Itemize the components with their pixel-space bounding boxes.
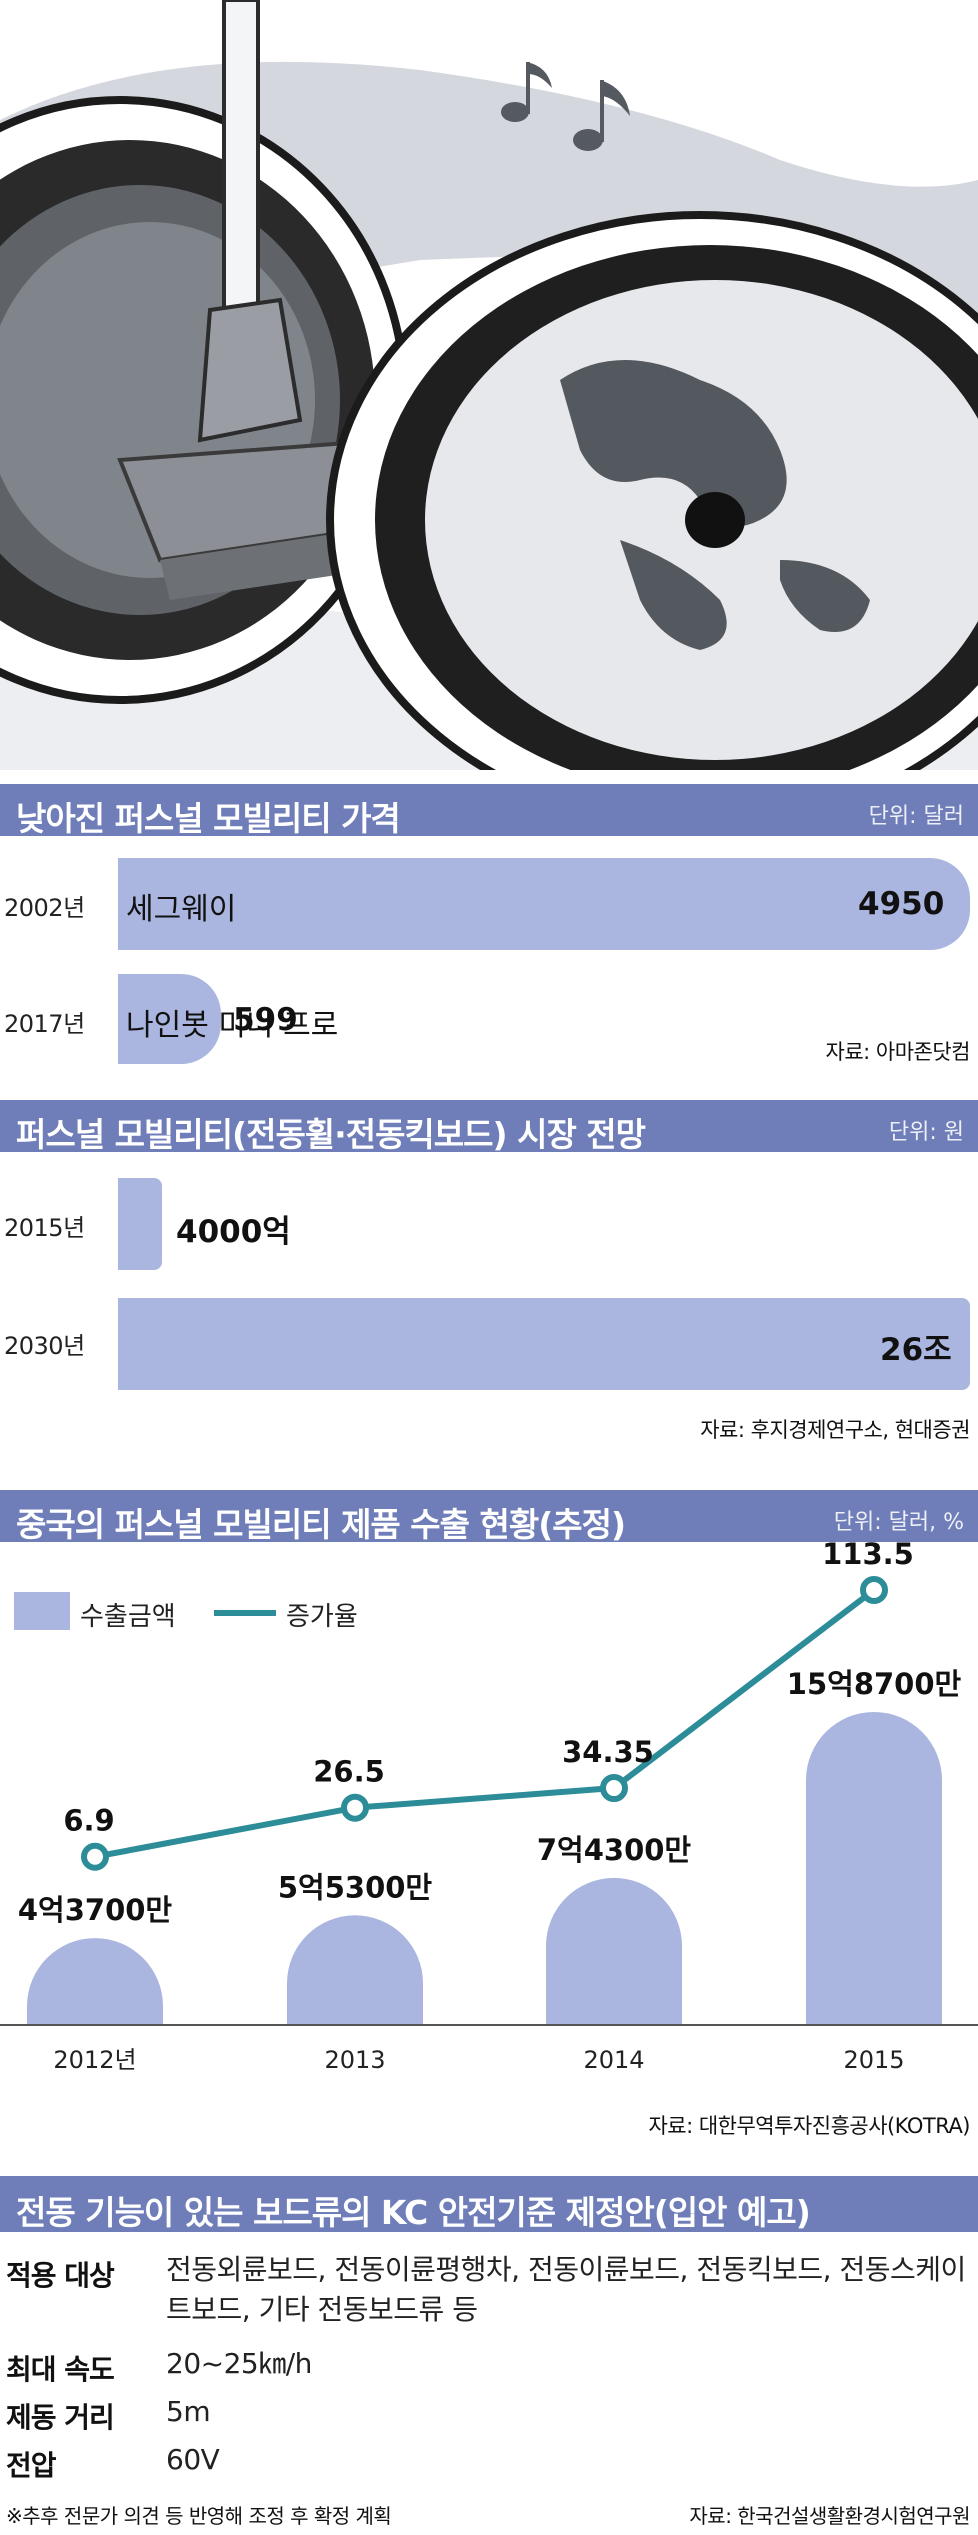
legend-bar-swatch xyxy=(14,1592,70,1630)
kc-key: 제동 거리 xyxy=(6,2401,115,2434)
price-bar-name: 세그웨이 xyxy=(126,892,237,927)
kc-section-title: 전동 기능이 있는 보드류의 KC 안전기준 제정안(입안 예고) xyxy=(16,2193,811,2232)
export-category-label: 2012년 xyxy=(53,2046,136,2074)
price-section-unit: 단위: 달러 xyxy=(868,804,964,829)
legend-line-swatch xyxy=(214,1610,276,1616)
market-section-unit: 단위: 원 xyxy=(888,1120,964,1145)
kc-value: 5m xyxy=(166,2395,211,2428)
export-rate-line xyxy=(94,1587,876,1860)
export-rate-label: 26.5 xyxy=(313,1755,385,1789)
export-section-header: 중국의 퍼스널 모빌리티 제품 수출 현황(추정) 단위: 달러, % xyxy=(0,1490,978,1544)
market-bar-2030 xyxy=(118,1298,970,1390)
kc-value: 전동외륜보드, 전동이륜평행차, 전동이륜보드, 전동킥보드, 전동스케이트보드… xyxy=(166,2253,966,2326)
price-section-header: 낮아진 퍼스널 모빌리티 가격 단위: 달러 xyxy=(0,784,978,838)
market-section-header: 퍼스널 모빌리티(전동휠·전동킥보드) 시장 전망 단위: 원 xyxy=(0,1100,978,1154)
export-rate-point xyxy=(81,1842,109,1871)
market-bar-2015 xyxy=(118,1178,162,1270)
price-source: 자료: 아마존닷컴 xyxy=(825,1040,971,1064)
export-bar-label: 4억3700만 xyxy=(18,1893,173,1927)
export-category-label: 2013 xyxy=(324,2046,385,2074)
kc-note: ※추후 전문가 의견 등 반영해 조정 후 확정 계획 xyxy=(6,2504,392,2528)
export-bar xyxy=(546,1877,682,2024)
kc-section-header: 전동 기능이 있는 보드류의 KC 안전기준 제정안(입안 예고) xyxy=(0,2176,978,2232)
kc-value: 60V xyxy=(166,2443,220,2476)
kc-key: 전압 xyxy=(6,2449,57,2482)
price-bar-name: 나인봇 미니 프로 xyxy=(126,1008,339,1043)
kc-key: 적용 대상 xyxy=(6,2259,115,2292)
market-value-label: 4000억 xyxy=(176,1214,291,1250)
market-year-label: 2030년 xyxy=(4,1332,85,1360)
export-section-title: 중국의 퍼스널 모빌리티 제품 수출 현황(추정) xyxy=(16,1505,626,1544)
price-bar-segway xyxy=(118,858,970,950)
kc-key: 최대 속도 xyxy=(6,2353,115,2386)
export-category-label: 2015 xyxy=(843,2046,904,2074)
export-category-label: 2014 xyxy=(583,2046,644,2074)
price-bar-ninebot xyxy=(118,974,222,1064)
export-rate-label: 34.35 xyxy=(562,1735,654,1769)
export-bar-label: 7억4300만 xyxy=(537,1833,692,1867)
kc-source: 자료: 한국건설생활환경시험연구원 xyxy=(689,2504,970,2528)
price-year-label: 2002년 xyxy=(4,894,85,922)
market-section-title: 퍼스널 모빌리티(전동휠·전동킥보드) 시장 전망 xyxy=(16,1115,646,1154)
export-bar-label: 5억5300만 xyxy=(278,1870,433,1904)
export-rate-label: 6.9 xyxy=(63,1804,114,1838)
kc-value: 20~25㎞/h xyxy=(166,2347,312,2380)
price-value-label: 4950 xyxy=(858,886,945,922)
export-bar xyxy=(287,1915,423,2024)
export-source: 자료: 대한무역투자진흥공사(KOTRA) xyxy=(648,2114,970,2138)
market-source: 자료: 후지경제연구소, 현대증권 xyxy=(700,1418,970,1442)
price-section-title: 낮아진 퍼스널 모빌리티 가격 xyxy=(16,799,401,838)
legend-bar-label: 수출금액 xyxy=(80,1602,176,1632)
price-year-label: 2017년 xyxy=(4,1010,85,1038)
export-rate-point xyxy=(600,1774,628,1803)
legend-line-label: 증가율 xyxy=(286,1602,358,1632)
export-section-unit: 단위: 달러, % xyxy=(833,1510,964,1535)
hero-illustration xyxy=(0,0,978,770)
price-value-label: 599 xyxy=(233,1002,298,1038)
export-rate-point xyxy=(341,1793,369,1822)
market-value-label: 26조 xyxy=(880,1332,952,1368)
export-bar xyxy=(27,1938,163,2024)
export-chart: 4억3700만 5억5300만 7억4300만 15억8700만 2012년 2013 20… xyxy=(0,1537,978,2074)
market-year-label: 2015년 xyxy=(4,1214,85,1242)
export-bar-label: 15억8700만 xyxy=(787,1667,962,1701)
export-bar xyxy=(806,1712,942,2024)
export-rate-point xyxy=(860,1576,888,1604)
export-rate-label: 113.5 xyxy=(822,1537,914,1571)
